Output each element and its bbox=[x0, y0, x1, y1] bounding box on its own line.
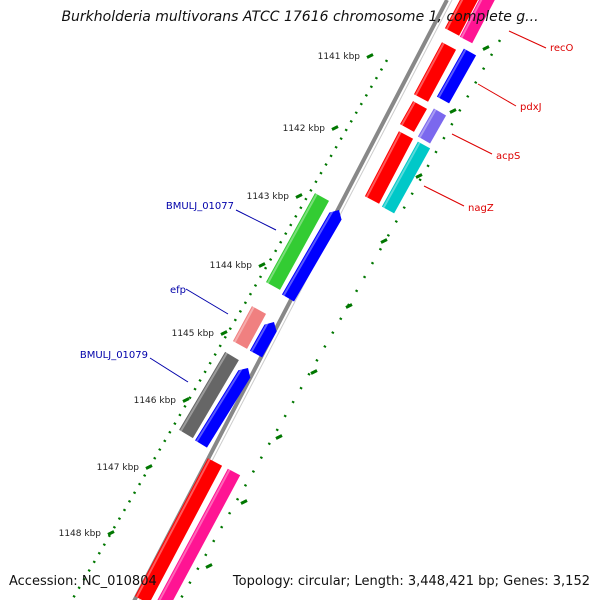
feature-efp-salmon bbox=[232, 306, 267, 349]
summary-text: Topology: circular; Length: 3,448,421 bp… bbox=[232, 574, 590, 589]
outer-tick-mark bbox=[275, 434, 283, 440]
gene-leader-line bbox=[149, 357, 189, 383]
faded-top-band bbox=[419, 0, 436, 13]
gene-label: pdxJ bbox=[520, 102, 542, 113]
gene-label: nagZ bbox=[468, 203, 494, 214]
tick-label: 1141 kbp bbox=[318, 52, 361, 62]
tick-mark bbox=[145, 464, 153, 470]
outer-tick-mark bbox=[380, 238, 388, 244]
feature-BMULJ_01077-blue-shade bbox=[282, 206, 336, 296]
tick-label: 1143 kbp bbox=[247, 192, 290, 202]
backbone-line bbox=[132, 0, 449, 600]
tick-mark bbox=[331, 125, 339, 131]
feature-nagZ-red-shade bbox=[365, 131, 402, 198]
feature-recO-pink-shade bbox=[460, 0, 483, 39]
tick-mark bbox=[220, 330, 228, 336]
gene-leader-line bbox=[235, 209, 277, 231]
outer-tick-mark bbox=[240, 499, 248, 505]
tick-mark bbox=[366, 53, 374, 59]
outer-tick-mark bbox=[482, 45, 490, 51]
feature-BMULJ_01079-blue bbox=[195, 368, 251, 448]
gene-label: efp bbox=[170, 285, 186, 296]
feature-bottom-red-shade bbox=[135, 458, 211, 598]
feature-efp-blue-shade bbox=[250, 319, 271, 353]
tick-mark bbox=[107, 530, 115, 536]
gene-label: BMULJ_01079 bbox=[80, 350, 148, 361]
feature-pdxJ-blue bbox=[436, 48, 477, 104]
tick-label: 1148 kbp bbox=[59, 529, 102, 539]
tick-label: 1147 kbp bbox=[97, 463, 140, 473]
feature-pdxJ-red-shade bbox=[414, 42, 445, 96]
feature-recO-pink bbox=[459, 0, 495, 44]
feature-BMULJ_01077-green bbox=[265, 193, 330, 290]
feature-pdxJ-red bbox=[413, 42, 457, 102]
dotted-track-inner bbox=[70, 59, 389, 600]
feature-acpS-purple bbox=[417, 108, 447, 144]
dotted-track-outer bbox=[178, 39, 502, 600]
gene-label: recO bbox=[550, 43, 574, 54]
kbp-ticks: 1141 kbp 1142 kbp 1143 kbp 1144 kbp 1145 kbp… bbox=[59, 45, 490, 569]
feature-pdxJ-blue-shade bbox=[437, 49, 467, 99]
gene-leader-line bbox=[451, 133, 493, 155]
gene-label: acpS bbox=[496, 151, 520, 162]
feature-BMULJ_01079-gray-shade bbox=[179, 352, 228, 432]
outer-tick-mark bbox=[310, 369, 318, 375]
feature-bottom-red bbox=[134, 458, 223, 600]
outer-tick-mark bbox=[205, 563, 213, 569]
gene-leader-line bbox=[477, 83, 517, 107]
tick-mark bbox=[258, 262, 266, 268]
feature-bottom-pink-shade bbox=[158, 469, 231, 600]
tick-label: 1146 kbp bbox=[134, 396, 177, 406]
tick-label: 1142 kbp bbox=[283, 124, 326, 134]
feature-bottom-pink bbox=[157, 468, 241, 600]
map-title: Burkholderia multivorans ATCC 17616 chro… bbox=[61, 9, 539, 25]
feature-recO-top-red bbox=[444, 0, 478, 36]
feature-nagZ-red bbox=[364, 131, 414, 204]
feature-BMULJ_01079-gray bbox=[179, 351, 239, 439]
gene-label: BMULJ_01077 bbox=[166, 201, 234, 212]
tick-label: 1145 kbp bbox=[172, 329, 215, 339]
feature-acpS-purple-shade bbox=[418, 109, 437, 139]
feature-recO-top-red-shade bbox=[445, 0, 464, 30]
feature-BMULJ_01077-blue bbox=[281, 210, 342, 302]
feature-efp-salmon-shade bbox=[233, 306, 255, 343]
accession-text: Accession: NC_010804 bbox=[9, 574, 157, 589]
outer-tick-mark bbox=[345, 303, 353, 309]
tick-mark bbox=[182, 397, 190, 403]
tick-label: 1144 kbp bbox=[210, 261, 253, 271]
feature-nagZ-cyan-shade bbox=[382, 142, 421, 209]
feature-efp-blue bbox=[249, 322, 277, 358]
gene-features bbox=[134, 0, 495, 600]
feature-small-red-shade bbox=[400, 101, 416, 126]
feature-BMULJ_01079-blue-shade bbox=[195, 364, 245, 442]
outer-tick-mark bbox=[415, 173, 423, 179]
tick-mark bbox=[295, 193, 303, 199]
gene-leader-line bbox=[185, 288, 229, 315]
gene-leader-line bbox=[508, 30, 547, 49]
outer-tick-mark bbox=[449, 108, 457, 114]
feature-small-red bbox=[400, 101, 427, 132]
gene-leader-line bbox=[423, 185, 465, 207]
feature-nagZ-cyan bbox=[381, 141, 431, 214]
dot-tracks bbox=[70, 39, 502, 600]
feature-BMULJ_01077-green-shade bbox=[266, 193, 318, 284]
